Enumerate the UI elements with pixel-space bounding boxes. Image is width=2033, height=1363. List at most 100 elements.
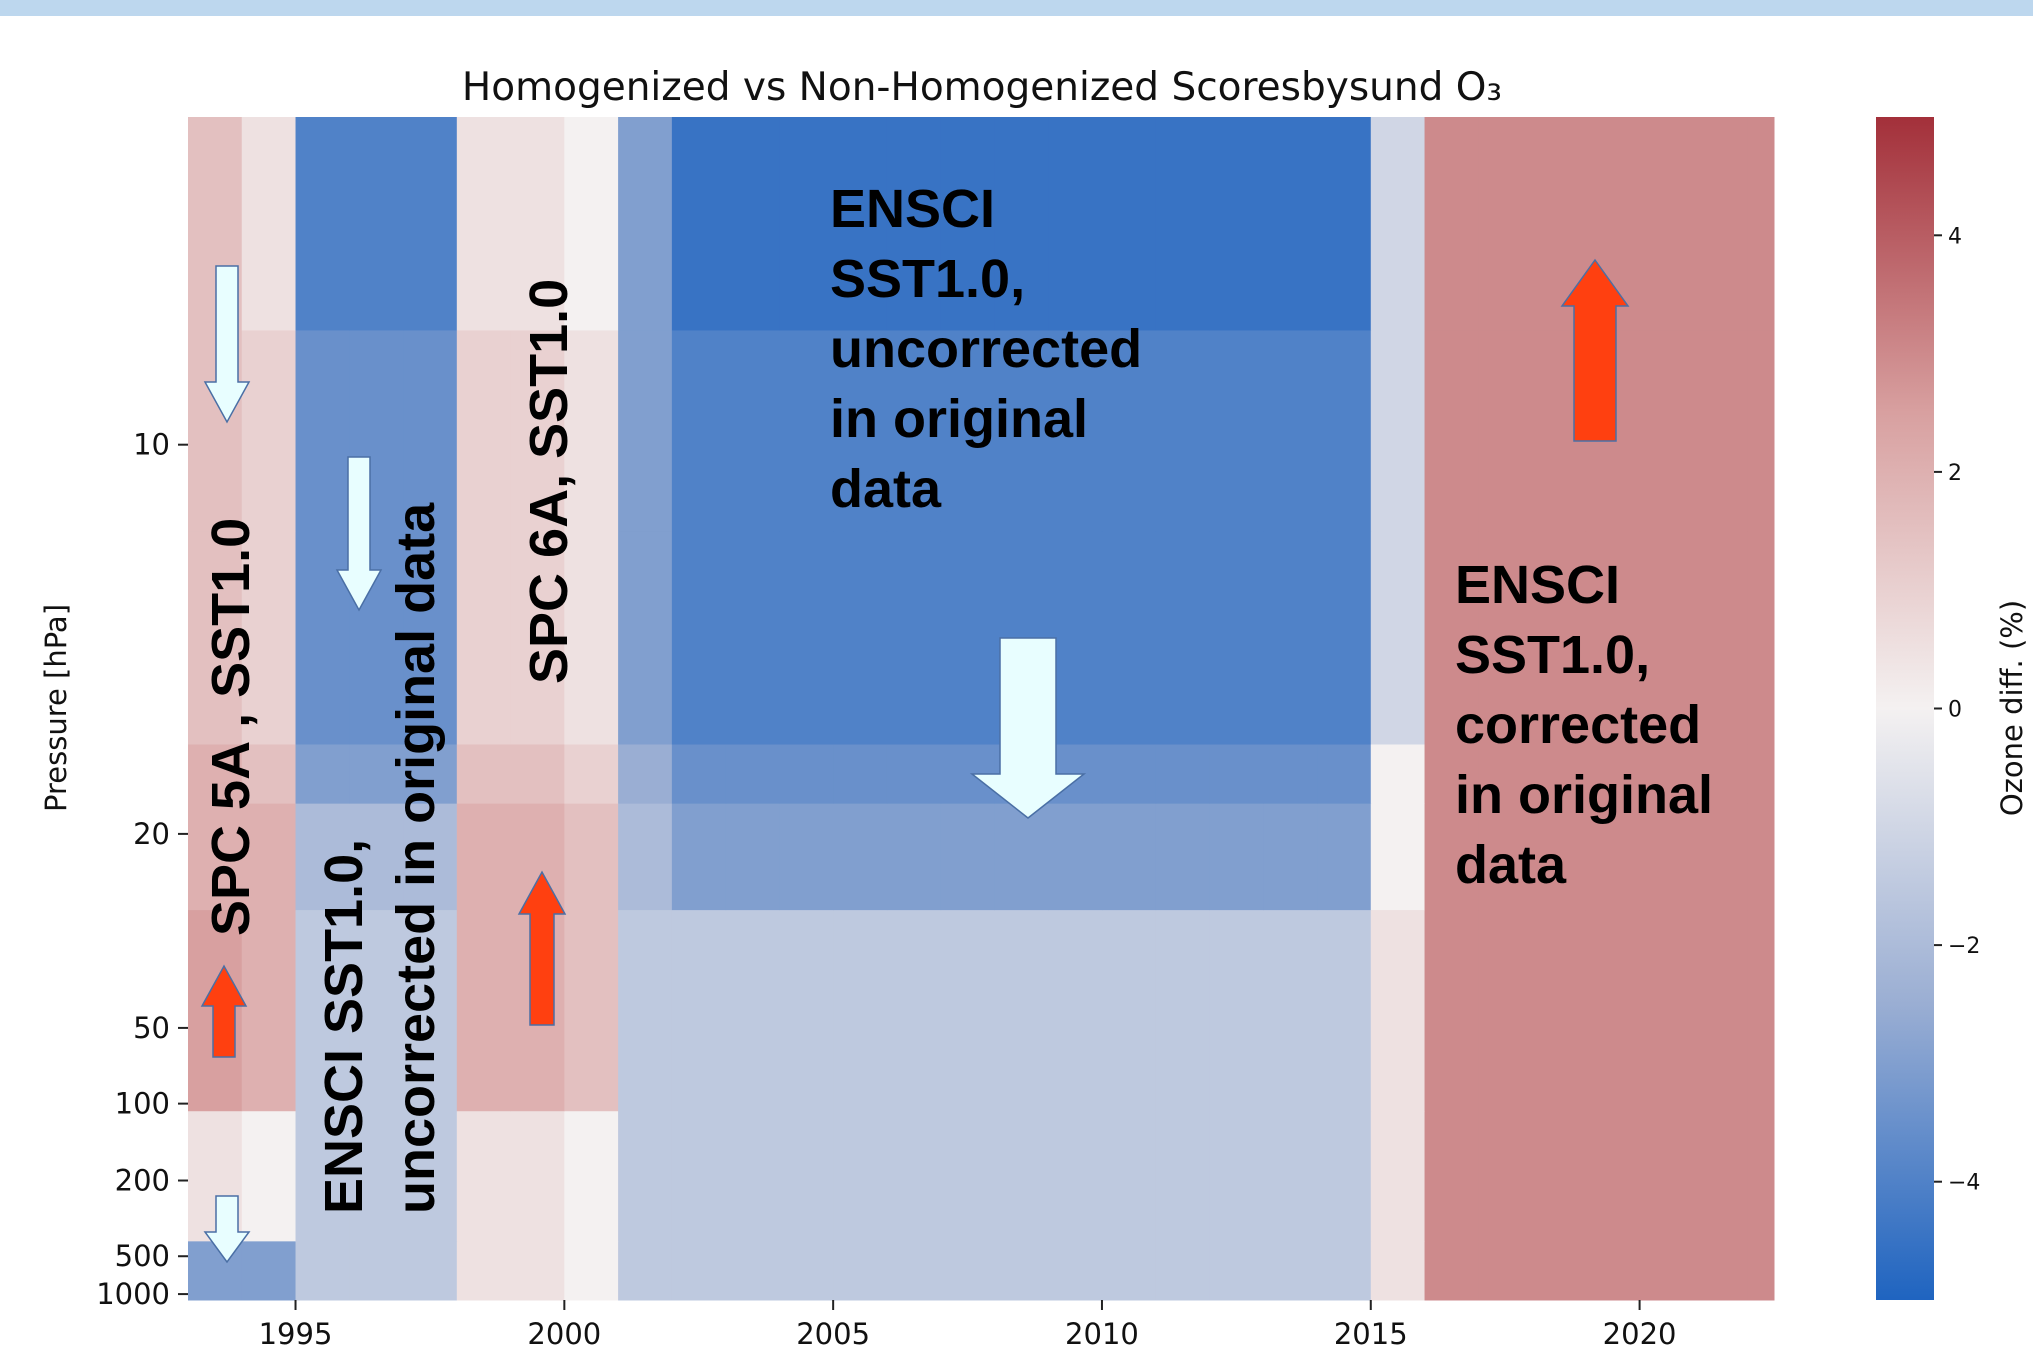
heatmap-cell	[1639, 329, 1694, 532]
heatmap-cell	[1209, 531, 1264, 745]
heatmap-cell	[1532, 909, 1587, 1112]
heatmap-cell	[1532, 743, 1587, 804]
heatmap-cell	[349, 117, 404, 331]
heatmap-cell	[564, 531, 619, 745]
heatmap-cell	[886, 1110, 942, 1242]
heatmap-cell	[403, 117, 458, 331]
heatmap-cell	[295, 909, 350, 1112]
arrow	[203, 1195, 251, 1264]
heatmap-cell	[510, 329, 565, 532]
heatmap-cell	[833, 909, 888, 1112]
x-tick-label: 2010	[1065, 1317, 1139, 1351]
heatmap-cell	[671, 1240, 727, 1301]
heatmap-cell	[1424, 1240, 1479, 1301]
heatmap-cell	[241, 909, 297, 1112]
heatmap-cell	[349, 743, 404, 804]
heatmap-cell	[564, 803, 619, 911]
annotation-line: in original	[1455, 765, 1713, 825]
y-tick-label: 200	[115, 1164, 170, 1198]
heatmap-cell	[1370, 1240, 1426, 1301]
heatmap-cell	[1209, 803, 1264, 911]
heatmap-cell	[671, 329, 727, 532]
arrow	[969, 637, 1087, 819]
heatmap-cell	[1155, 531, 1210, 745]
heatmap-cell	[1317, 1240, 1372, 1301]
heatmap-cell	[1747, 329, 1775, 532]
heatmap-cell	[779, 743, 834, 804]
heatmap-cell	[618, 329, 673, 532]
heatmap-cell	[1209, 329, 1264, 532]
heatmap-cell	[241, 803, 297, 911]
heatmap-cell	[295, 117, 350, 331]
heatmap-cell	[618, 531, 673, 745]
heatmap-cell	[940, 531, 995, 745]
heatmap-cell	[1101, 1110, 1157, 1242]
heatmap-cell	[1532, 531, 1587, 745]
heatmap-cell	[994, 329, 1049, 532]
heatmap-cell	[833, 329, 888, 532]
y-tick-label: 1000	[96, 1277, 170, 1311]
y-tick-label: 100	[115, 1087, 170, 1121]
heatmap-cell	[456, 329, 512, 532]
heatmap-cell	[1585, 531, 1641, 745]
heatmap-cell	[1317, 1110, 1372, 1242]
colorbar-label: Ozone diff. (%)	[1995, 600, 2029, 816]
heatmap-cell	[940, 1110, 995, 1242]
heatmap-cell	[1693, 909, 1748, 1112]
heatmap-cell	[1747, 803, 1775, 911]
heatmap-cell	[1532, 1110, 1587, 1242]
heatmap-cell	[671, 531, 727, 745]
top-bar	[0, 0, 2033, 16]
heatmap-cell	[1101, 909, 1157, 1112]
heatmap-cell	[725, 1240, 780, 1301]
heatmap-cell	[1532, 803, 1587, 911]
heatmap-cell	[1424, 531, 1479, 745]
heatmap-cell	[779, 329, 834, 532]
heatmap-cell	[1101, 743, 1157, 804]
annotation-vertical: uncorrected in original data	[386, 502, 446, 1214]
y-axis-label: Pressure [hPa]	[39, 604, 73, 812]
heatmap-cell	[1155, 329, 1210, 532]
heatmap-cell	[779, 1110, 834, 1242]
heatmap-cell	[1048, 909, 1103, 1112]
heatmap-cell	[1048, 803, 1103, 911]
heatmap-cell	[456, 1240, 512, 1301]
heatmap-cell	[1317, 329, 1372, 532]
heatmap-cell	[1478, 1240, 1533, 1301]
heatmap-cell	[671, 909, 727, 1112]
y-tick-label: 500	[115, 1239, 170, 1273]
heatmap-cell	[1155, 1240, 1210, 1301]
heatmap-cell	[940, 909, 995, 1112]
heatmap-cell	[1424, 803, 1479, 911]
heatmap-cell	[241, 117, 297, 331]
heatmap-cell	[1263, 329, 1318, 532]
heatmap-cell	[671, 803, 727, 911]
heatmap-cell	[940, 329, 995, 532]
heatmap-cell	[1209, 909, 1264, 1112]
heatmap-cell	[564, 117, 619, 331]
heatmap-cell	[1639, 1240, 1694, 1301]
heatmap-cell	[1478, 117, 1533, 331]
arrow	[1560, 258, 1630, 442]
heatmap-cell	[940, 1240, 995, 1301]
heatmap-cell	[1424, 909, 1479, 1112]
heatmap-cell	[618, 909, 673, 1112]
colorbar-tick-label: 4	[1948, 224, 1962, 249]
heatmap-cell	[725, 1110, 780, 1242]
heatmap-cell	[1209, 117, 1264, 331]
heatmap-cell	[1747, 743, 1775, 804]
heatmap-cell	[295, 803, 350, 911]
x-tick-label: 2000	[527, 1317, 601, 1351]
heatmap-cell	[1424, 117, 1479, 331]
heatmap-cell	[1317, 117, 1372, 331]
heatmap-cell	[241, 743, 297, 804]
heatmap-cell	[886, 117, 942, 331]
heatmap-cell	[1155, 909, 1210, 1112]
heatmap-cell	[1639, 909, 1694, 1112]
heatmap-cell	[188, 531, 243, 745]
heatmap-cell	[188, 743, 243, 804]
heatmap-cell	[1370, 803, 1426, 911]
heatmap-cell	[1585, 743, 1641, 804]
heatmap-cell	[564, 909, 619, 1112]
heatmap-cell	[618, 803, 673, 911]
